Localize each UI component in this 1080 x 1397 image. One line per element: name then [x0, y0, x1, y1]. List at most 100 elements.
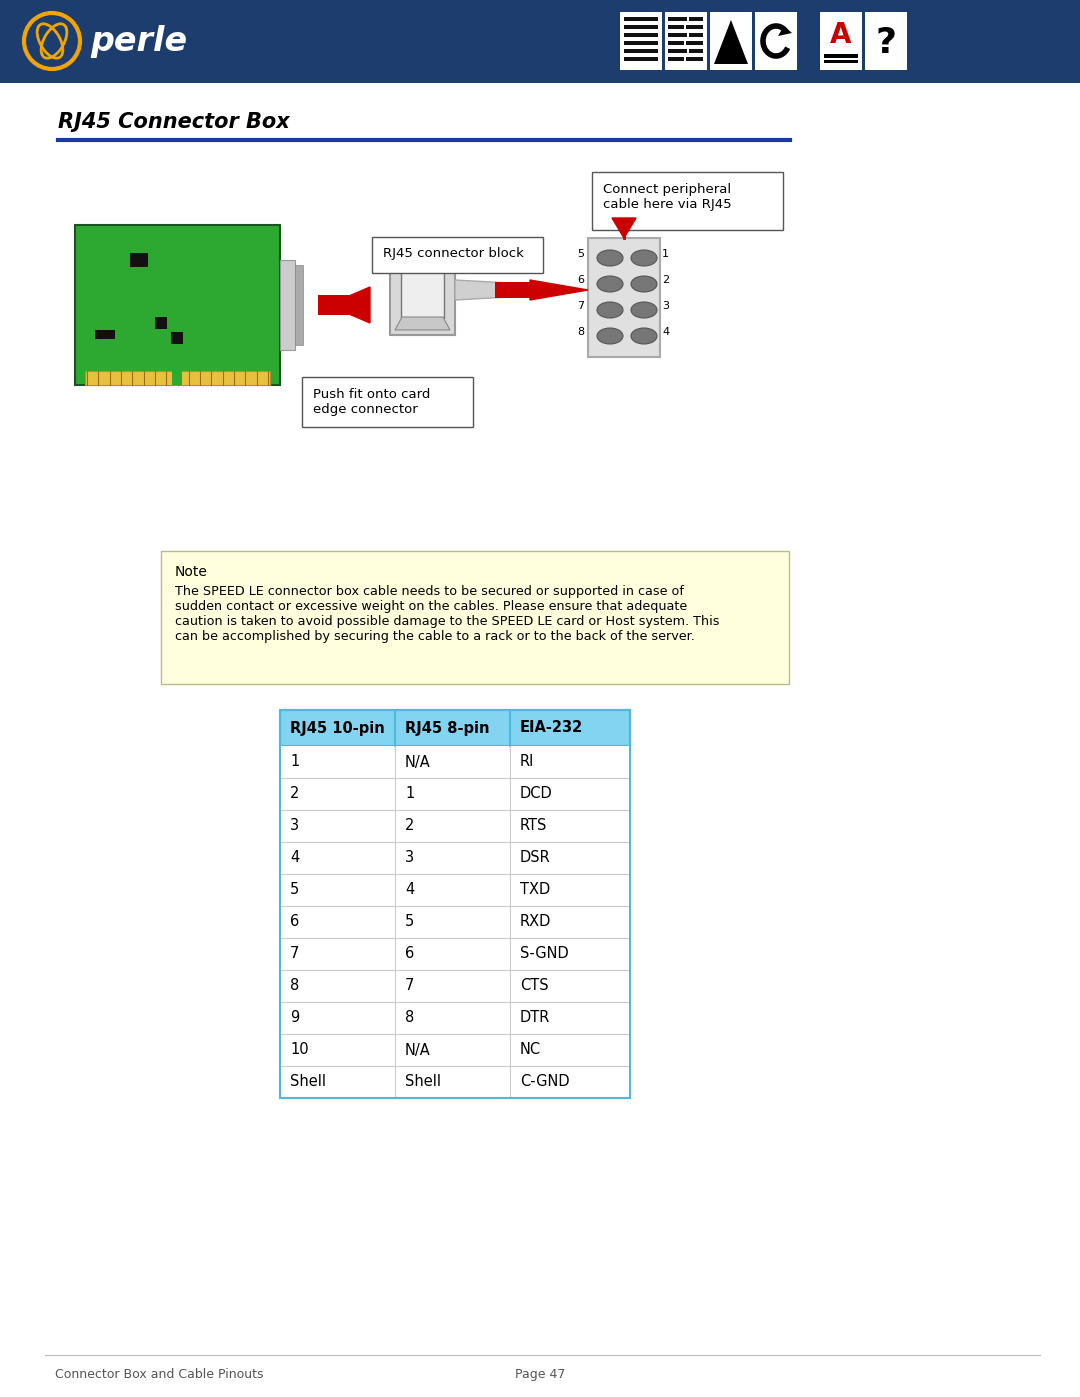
Text: perle: perle	[90, 25, 187, 59]
Text: S-GND: S-GND	[519, 947, 569, 961]
Text: 9: 9	[291, 1010, 299, 1025]
Text: 7: 7	[291, 947, 299, 961]
Text: NC: NC	[519, 1042, 541, 1058]
FancyBboxPatch shape	[495, 282, 530, 298]
Text: 3: 3	[291, 819, 299, 834]
Text: RTS: RTS	[519, 819, 548, 834]
FancyBboxPatch shape	[280, 937, 630, 970]
FancyBboxPatch shape	[669, 25, 684, 29]
Text: 5: 5	[577, 249, 584, 258]
Text: RJ45 8-pin: RJ45 8-pin	[405, 721, 489, 735]
Text: 5: 5	[291, 883, 299, 897]
FancyBboxPatch shape	[820, 13, 862, 70]
Text: 1: 1	[291, 754, 299, 770]
Text: 4: 4	[662, 327, 670, 337]
FancyBboxPatch shape	[824, 60, 858, 63]
Text: 8: 8	[405, 1010, 415, 1025]
Ellipse shape	[597, 302, 623, 319]
Text: 1: 1	[405, 787, 415, 802]
Ellipse shape	[631, 277, 657, 292]
Text: 6: 6	[291, 915, 299, 929]
Text: The SPEED LE connector box cable needs to be secured or supported in case of
sud: The SPEED LE connector box cable needs t…	[175, 585, 719, 643]
FancyBboxPatch shape	[172, 369, 183, 386]
Text: DCD: DCD	[519, 787, 553, 802]
Text: Push fit onto card
edge connector: Push fit onto card edge connector	[313, 388, 430, 416]
FancyBboxPatch shape	[669, 41, 684, 45]
Text: 2: 2	[662, 275, 670, 285]
FancyBboxPatch shape	[390, 244, 455, 335]
FancyBboxPatch shape	[689, 17, 703, 21]
FancyBboxPatch shape	[161, 550, 789, 685]
FancyBboxPatch shape	[156, 317, 167, 330]
FancyBboxPatch shape	[669, 57, 684, 61]
FancyBboxPatch shape	[85, 372, 270, 386]
FancyBboxPatch shape	[75, 225, 280, 386]
FancyBboxPatch shape	[669, 17, 687, 21]
Text: RXD: RXD	[519, 915, 552, 929]
FancyBboxPatch shape	[689, 34, 703, 36]
Ellipse shape	[631, 250, 657, 265]
Text: 2: 2	[405, 819, 415, 834]
Text: 10: 10	[291, 1042, 309, 1058]
FancyBboxPatch shape	[280, 710, 630, 746]
FancyBboxPatch shape	[686, 57, 703, 61]
FancyBboxPatch shape	[0, 0, 1080, 82]
Ellipse shape	[597, 328, 623, 344]
Polygon shape	[395, 250, 450, 263]
Text: RJ45 10-pin: RJ45 10-pin	[291, 721, 384, 735]
FancyBboxPatch shape	[755, 13, 797, 70]
Text: DTR: DTR	[519, 1010, 551, 1025]
FancyBboxPatch shape	[171, 332, 183, 344]
FancyBboxPatch shape	[280, 907, 630, 937]
Text: A: A	[831, 21, 852, 49]
Text: Note: Note	[175, 564, 207, 578]
Text: C-GND: C-GND	[519, 1074, 569, 1090]
FancyBboxPatch shape	[280, 746, 630, 778]
FancyBboxPatch shape	[710, 13, 752, 70]
Text: 5: 5	[405, 915, 415, 929]
Polygon shape	[530, 279, 588, 300]
FancyBboxPatch shape	[95, 330, 114, 339]
Text: 7: 7	[405, 978, 415, 993]
FancyBboxPatch shape	[665, 13, 707, 70]
FancyBboxPatch shape	[592, 172, 783, 231]
FancyBboxPatch shape	[401, 263, 444, 319]
Polygon shape	[395, 317, 450, 330]
FancyBboxPatch shape	[624, 34, 658, 36]
Text: Shell: Shell	[405, 1074, 441, 1090]
Text: 3: 3	[405, 851, 414, 866]
FancyBboxPatch shape	[689, 49, 703, 53]
Text: 6: 6	[577, 275, 584, 285]
FancyBboxPatch shape	[824, 54, 858, 59]
FancyBboxPatch shape	[295, 265, 303, 345]
FancyBboxPatch shape	[280, 875, 630, 907]
FancyBboxPatch shape	[686, 41, 703, 45]
Ellipse shape	[597, 277, 623, 292]
Text: N/A: N/A	[405, 1042, 431, 1058]
FancyBboxPatch shape	[318, 295, 370, 314]
Ellipse shape	[631, 302, 657, 319]
Text: DSR: DSR	[519, 851, 551, 866]
FancyBboxPatch shape	[280, 1034, 630, 1066]
FancyBboxPatch shape	[624, 57, 658, 61]
Polygon shape	[714, 20, 748, 64]
FancyBboxPatch shape	[280, 810, 630, 842]
FancyBboxPatch shape	[669, 49, 687, 53]
Polygon shape	[612, 218, 636, 237]
FancyBboxPatch shape	[302, 377, 473, 427]
FancyBboxPatch shape	[620, 13, 662, 70]
Text: EIA-232: EIA-232	[519, 721, 583, 735]
Text: 6: 6	[405, 947, 415, 961]
FancyBboxPatch shape	[130, 253, 148, 267]
FancyBboxPatch shape	[280, 1002, 630, 1034]
Text: Shell: Shell	[291, 1074, 326, 1090]
Polygon shape	[455, 279, 510, 300]
Text: 1: 1	[662, 249, 669, 258]
FancyBboxPatch shape	[865, 13, 907, 70]
Text: 7: 7	[577, 300, 584, 312]
Text: 4: 4	[291, 851, 299, 866]
Text: Connector Box and Cable Pinouts: Connector Box and Cable Pinouts	[55, 1368, 264, 1382]
Text: 3: 3	[662, 300, 669, 312]
FancyBboxPatch shape	[280, 260, 295, 351]
FancyBboxPatch shape	[280, 970, 630, 1002]
